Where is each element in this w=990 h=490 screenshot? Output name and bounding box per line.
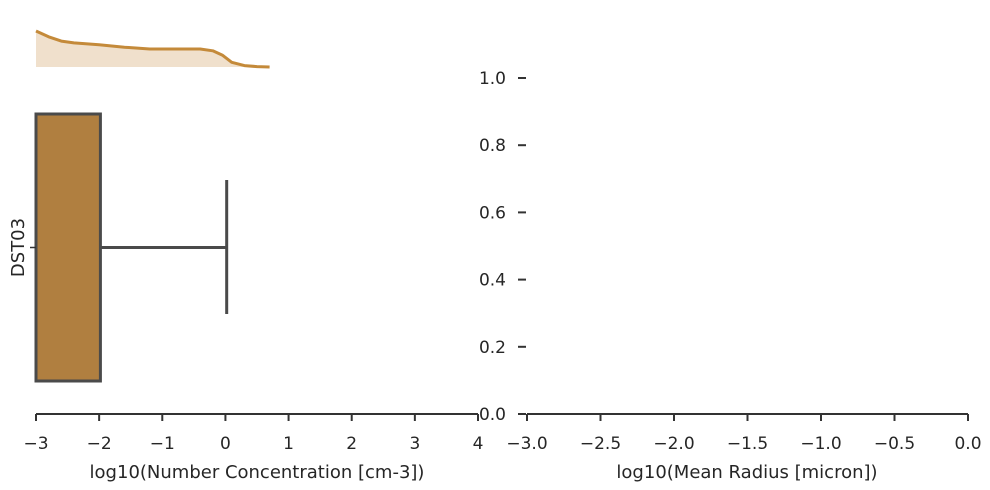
right-x-tick-label: −2.0 bbox=[653, 434, 694, 454]
right-y-tick-label: 1.0 bbox=[479, 69, 506, 89]
box-body bbox=[34, 112, 102, 383]
right-y-axis: 0.0 0.2 0.4 0.6 0.8 1.0 bbox=[479, 69, 526, 425]
right-y-tick-label: 0.2 bbox=[479, 338, 506, 358]
right-x-axis: −3.0 −2.5 −2.0 −1.5 −1.0 −0.5 0.0 bbox=[506, 413, 982, 454]
left-x-tick-label: −3 bbox=[23, 434, 48, 454]
right-x-axis-label: log10(Mean Radius [micron]) bbox=[616, 462, 877, 483]
left-x-tick-label: 0 bbox=[220, 434, 231, 454]
left-x-axis: −3 −2 −1 0 1 2 3 4 bbox=[23, 413, 484, 454]
right-x-tick-label: −1.5 bbox=[727, 434, 768, 454]
left-x-axis-label: log10(Number Concentration [cm-3]) bbox=[90, 462, 425, 483]
left-x-tick-label: −1 bbox=[150, 434, 175, 454]
left-y-category-label: DST03 bbox=[8, 218, 29, 277]
left-x-tick-label: 3 bbox=[409, 434, 420, 454]
left-x-tick-label: 1 bbox=[283, 434, 294, 454]
left-x-tick-label: 2 bbox=[346, 434, 357, 454]
marginal-kde bbox=[35, 29, 270, 69]
left-x-tick-label: 4 bbox=[473, 434, 484, 454]
right-y-tick-label: 0.8 bbox=[479, 136, 506, 156]
left-x-tick-label: −2 bbox=[87, 434, 112, 454]
right-x-tick-label: −1.0 bbox=[800, 434, 841, 454]
right-y-tick-label: 0.0 bbox=[479, 405, 506, 425]
left-y-axis: DST03 bbox=[8, 218, 36, 277]
right-y-tick-label: 0.4 bbox=[479, 271, 506, 291]
left-panel: −3 −2 −1 0 1 2 3 4 DST03 log10(Number Concentra… bbox=[8, 29, 484, 483]
right-x-tick-label: −3.0 bbox=[506, 434, 547, 454]
right-panel: −3.0 −2.5 −2.0 −1.5 −1.0 −0.5 0.0 0.0 0.2 0.4 0.6… bbox=[479, 69, 982, 483]
kde-line bbox=[35, 29, 270, 69]
right-y-tick-label: 0.6 bbox=[479, 203, 506, 223]
right-x-tick-label: −2.5 bbox=[580, 434, 621, 454]
box-plot bbox=[34, 112, 229, 383]
right-x-tick-label: 0.0 bbox=[954, 434, 981, 454]
right-x-tick-label: −0.5 bbox=[874, 434, 915, 454]
